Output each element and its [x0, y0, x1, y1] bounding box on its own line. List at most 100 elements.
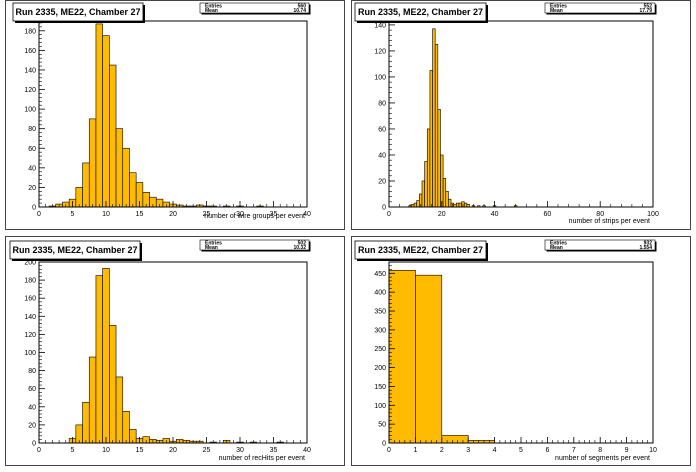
histogram-bin [129, 172, 137, 208]
x-tick-label: 100 [647, 211, 659, 218]
x-tick-label: 4 [493, 447, 497, 454]
histogram-bin [426, 128, 431, 208]
y-tick-label: 0 [32, 441, 36, 448]
stats-label: Mean [550, 245, 563, 251]
x-tick-label: 10 [102, 211, 110, 218]
histogram-bin [437, 109, 441, 208]
y-tick-label: 80 [28, 368, 36, 375]
stats-box [544, 2, 656, 14]
stats-value: 1.554 [639, 245, 652, 251]
x-axis-label: number of strips per event [569, 218, 650, 225]
histogram-bin [388, 269, 416, 444]
y-tick-label: 120 [24, 332, 36, 339]
stats-value: 552 [644, 4, 653, 10]
x-tick-label: 15 [136, 211, 144, 218]
y-tick-label: 200 [374, 365, 386, 372]
histogram-panel-2: 0 20 40 60 80 100 0 20 40 60 80 100 120 140 number of … [351, 0, 691, 230]
y-tick-label: 50 [378, 422, 386, 429]
x-tick-label: 6 [545, 447, 549, 454]
x-tick-label: 20 [438, 211, 446, 218]
x-tick-label: 8 [598, 447, 602, 454]
x-tick-label: 20 [169, 447, 177, 454]
histogram-bin [458, 202, 462, 208]
x-tick-label: 5 [519, 447, 523, 454]
histogram-bin [445, 191, 449, 208]
title-box [354, 2, 487, 22]
histogram-bin [416, 200, 420, 208]
y-tick-label: 100 [374, 403, 386, 410]
x-tick-label: 9 [625, 447, 629, 454]
chart-title: Run 2335, ME22, Chamber 27 [358, 245, 483, 255]
histogram-bin [102, 35, 110, 208]
histogram-bin [82, 162, 90, 208]
x-tick-label: 3 [466, 447, 470, 454]
x-tick-label: 15 [136, 447, 144, 454]
x-tick-label: 0 [37, 447, 41, 454]
stats-label: Mean [550, 8, 563, 14]
histogram-bin [448, 198, 452, 208]
stats-value: 932 [644, 241, 653, 247]
y-tick-label: 160 [24, 296, 36, 303]
stats-box [199, 2, 310, 14]
y-tick-label: 20 [378, 178, 386, 185]
histogram-bin [434, 44, 439, 208]
y-tick-label: 120 [374, 48, 386, 55]
histogram-panel-3: 0 5 10 15 20 25 30 35 40 0 20 40 60 80 100 120 140 160 180… [5, 236, 345, 466]
x-tick-label: 80 [596, 211, 604, 218]
y-tick-label: 0 [382, 441, 386, 448]
plot-area [39, 21, 307, 207]
y-tick-label: 250 [374, 346, 386, 353]
histogram-bin [415, 274, 443, 444]
x-tick-label: 5 [71, 447, 75, 454]
y-tick-label: 120 [24, 87, 36, 94]
x-tick-label: 0 [387, 447, 391, 454]
x-tick-label: 10 [102, 447, 110, 454]
x-tick-label: 40 [303, 211, 311, 218]
histogram-bin [424, 161, 428, 208]
title-box [12, 2, 144, 22]
histogram-bin [441, 435, 469, 444]
x-tick-label: 35 [270, 211, 278, 218]
histogram-bin [109, 325, 117, 444]
y-tick-label: 20 [28, 422, 36, 429]
x-tick-label: 7 [572, 447, 576, 454]
y-tick-label: 150 [374, 384, 386, 391]
histogram-bin [421, 180, 425, 208]
stats-box [199, 239, 310, 251]
y-tick-label: 160 [24, 48, 36, 55]
x-tick-label: 40 [303, 447, 311, 454]
x-tick-label: 1 [413, 447, 417, 454]
stats-value: 10.74 [293, 8, 306, 14]
histogram-bin [122, 411, 130, 444]
y-tick-label: 450 [374, 271, 386, 278]
title-box [9, 240, 141, 260]
histogram-bin [109, 64, 117, 208]
y-tick-label: 140 [24, 314, 36, 321]
y-tick-label: 60 [28, 146, 36, 153]
x-tick-label: 35 [270, 447, 278, 454]
histogram-bin [115, 376, 124, 444]
y-tick-label: 140 [24, 67, 36, 74]
histogram-panel-4: 0 1 2 3 4 5 6 7 8 9 10050100150200250300350400450n… [351, 236, 691, 466]
x-axis-label: number of recHits per event [219, 455, 305, 462]
y-tick-label: 40 [28, 165, 36, 172]
stats-value: 560 [298, 4, 307, 10]
histogram-bin [102, 268, 110, 444]
stats-value: 17.79 [639, 8, 652, 14]
x-tick-label: 2 [440, 447, 444, 454]
x-axis-label: number of segments per event [555, 455, 650, 462]
y-tick-label: 40 [28, 404, 36, 411]
histogram-bin [82, 401, 90, 444]
y-tick-label: 400 [374, 290, 386, 297]
y-tick-label: 100 [24, 107, 36, 114]
y-tick-label: 20 [28, 185, 36, 192]
y-tick-label: 200 [24, 260, 36, 267]
histogram-bin [115, 128, 124, 208]
y-tick-label: 60 [378, 126, 386, 133]
chart-title: Run 2335, ME22, Chamber 27 [12, 245, 137, 255]
y-tick-label: 100 [24, 350, 36, 357]
y-tick-label: 80 [28, 126, 36, 133]
y-tick-label: 0 [382, 205, 386, 212]
x-tick-label: 30 [236, 447, 244, 454]
